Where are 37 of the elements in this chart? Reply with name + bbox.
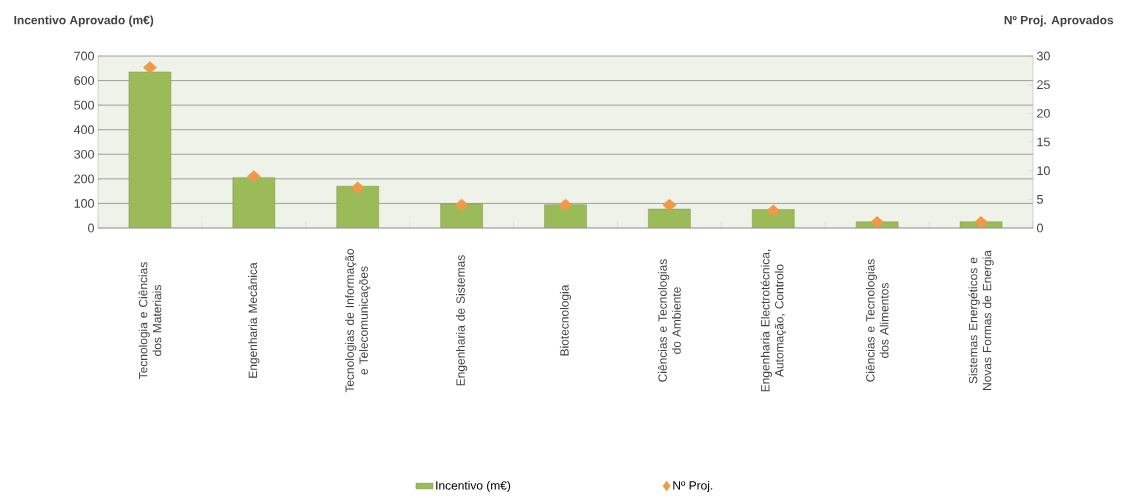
y2-tick-label: 10 xyxy=(1037,166,1050,176)
y2-tick-label: 20 xyxy=(1037,108,1050,118)
legend-label: Nº Proj. xyxy=(673,480,713,493)
x-tick-label: Ciências e Tecnologias do Ambiente xyxy=(658,259,681,382)
x-tick-label: Biotecnologia xyxy=(559,284,572,356)
y2-tick-label: 25 xyxy=(1037,80,1050,90)
point xyxy=(350,181,365,195)
y-tick-label: 700 xyxy=(74,51,94,61)
point xyxy=(870,216,885,229)
x-tick-label: Engenharia de Sistemas xyxy=(456,255,468,386)
y-tick-label: 500 xyxy=(74,100,94,110)
y2-axis-title: Nº Proj. Aprovados xyxy=(1004,15,1114,27)
y2-tick-label: 0 xyxy=(1037,223,1043,233)
y-tick-label: 200 xyxy=(74,174,94,184)
x-tick-label: Tecnologias de Informação e Telecomunicações xyxy=(345,248,371,393)
point xyxy=(558,198,573,212)
x-tick-label: Engenharia Mecânica xyxy=(248,262,260,378)
point xyxy=(766,204,781,217)
point xyxy=(143,61,157,74)
y2-tick-label: 5 xyxy=(1037,194,1043,204)
legend-label: Incentivo (m€) xyxy=(436,480,511,493)
point xyxy=(454,198,469,212)
point xyxy=(974,216,989,229)
y-tick-label: 300 xyxy=(74,149,94,159)
x-tick-label: Engenharia Electrotécnica, Automação, Controlo xyxy=(760,249,786,392)
x-tick-label: Ciências e Tecnologias dos Alimentos xyxy=(865,259,889,382)
y-tick-label: 400 xyxy=(73,125,94,135)
x-tick-label: Sistemas Energéticos e Novas Formas de Energia xyxy=(968,250,994,390)
x-tick-label: Tecnologia e Ciências dos Materiais xyxy=(138,262,162,380)
y-tick-label: 0 xyxy=(88,223,94,233)
point xyxy=(246,170,261,183)
y2-tick-label: 30 xyxy=(1036,51,1050,61)
y2-tick-label: 15 xyxy=(1037,137,1050,147)
y-tick-label: 100 xyxy=(74,199,94,208)
y-axis-title: Incentivo Aprovado (m€) xyxy=(14,15,154,27)
y-tick-label: 600 xyxy=(74,76,94,85)
point xyxy=(662,198,677,212)
